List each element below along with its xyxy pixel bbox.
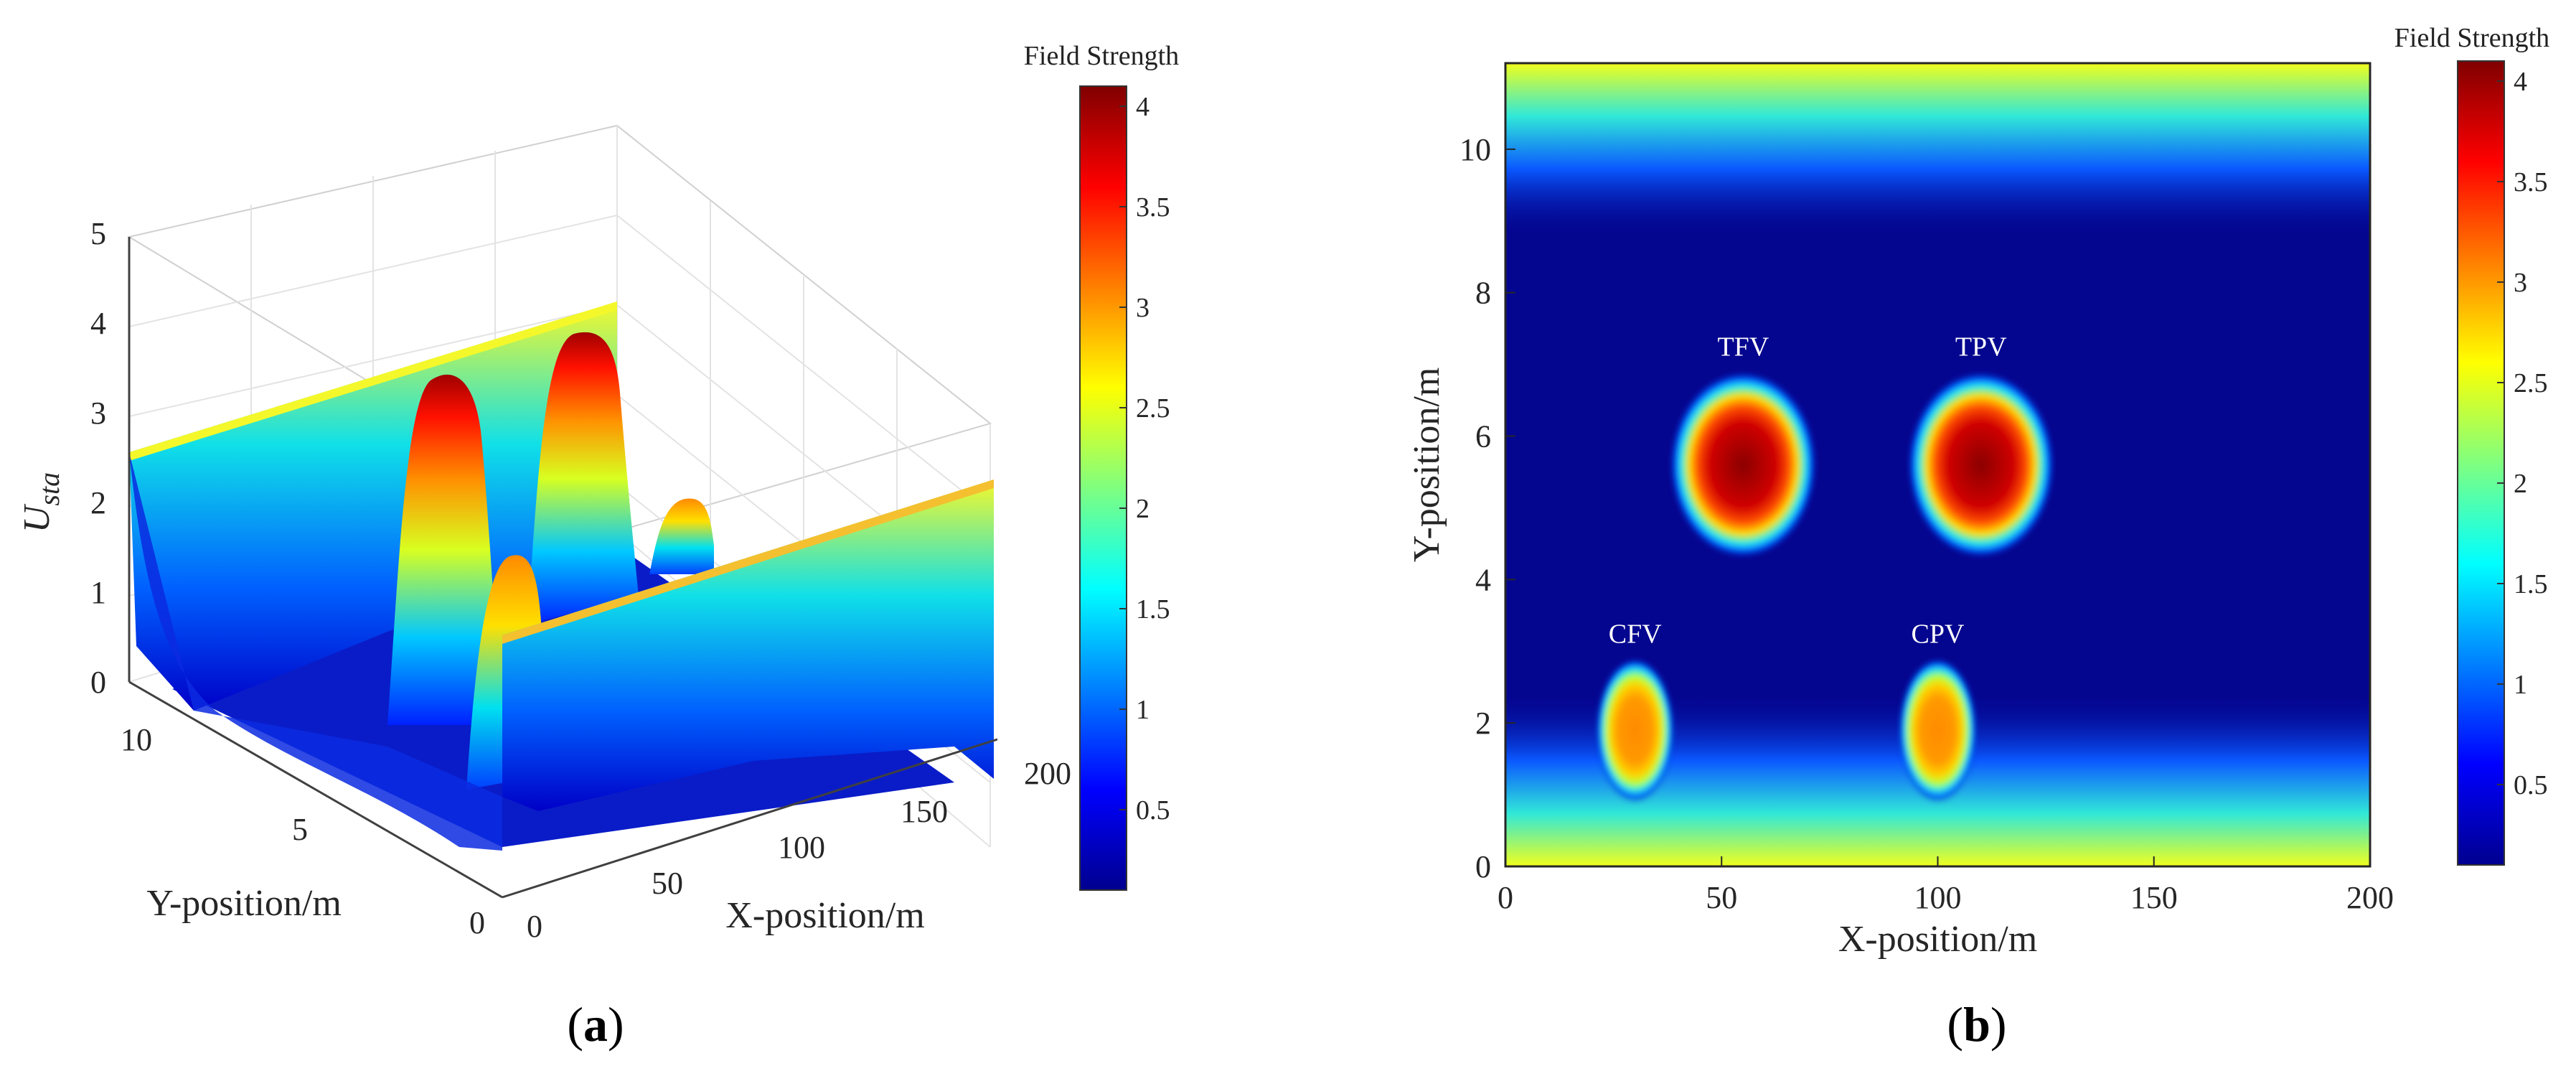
panel-a-front-wall <box>502 479 994 811</box>
panel-b-x-axis-label: X-position/m <box>1838 919 2037 960</box>
colorbar-tick-label: 4 <box>2514 67 2527 97</box>
panel-a-surface-plot: 0 1 2 3 4 5 Usta 0 5 10 Y-position/m 0 5… <box>17 41 1179 1052</box>
z-tick-label: 2 <box>90 485 106 520</box>
vehicle-label: CPV <box>1912 619 1965 649</box>
x-tick-label: 50 <box>652 866 683 901</box>
z-tick-label: 4 <box>90 306 106 341</box>
panel-a-label: (a) <box>567 997 624 1052</box>
x-tick-label: 100 <box>1914 880 1962 915</box>
colorbar-title: Field Strength <box>1024 41 1179 71</box>
colorbar-tick-label: 0.5 <box>2514 770 2548 800</box>
z-tick-label: 1 <box>90 575 106 610</box>
vehicle-label: TFV <box>1717 332 1769 362</box>
z-tick-label: 3 <box>90 396 106 431</box>
y-tick-label: 2 <box>1475 706 1491 741</box>
colorbar-title: Field Strength <box>2394 23 2549 53</box>
x-tick-label: 200 <box>1024 756 1071 791</box>
heatmap-vehicle-cpv <box>1899 658 1977 803</box>
panel-b-colorbar: Field Strength 0.5 1 1.5 2 2.5 3 3.5 4 <box>2394 23 2549 866</box>
panel-a-x-axis-label: X-position/m <box>725 895 924 936</box>
colorbar-gradient <box>1079 85 1127 891</box>
heatmap-vehicle-tfv <box>1669 371 1817 558</box>
heatmap-boundary-top <box>1505 63 2370 240</box>
colorbar-tick-label: 4 <box>1136 92 1150 122</box>
vehicle-label: TPV <box>1955 332 2007 362</box>
colorbar-tick-label: 3.5 <box>2514 167 2548 197</box>
panel-a-peak-tfv <box>387 374 502 725</box>
colorbar-tick-label: 2.5 <box>1136 393 1170 424</box>
y-tick-label: 4 <box>1475 562 1491 597</box>
panel-a-z-ticks: 0 1 2 3 4 5 <box>90 216 106 700</box>
panel-a-y-ticks: 0 5 10 <box>121 722 485 940</box>
z-tick-label: 5 <box>90 216 106 251</box>
y-tick-label: 6 <box>1475 419 1491 454</box>
x-tick-label: 200 <box>2346 880 2394 915</box>
y-tick-label: 0 <box>1475 849 1491 884</box>
colorbar-tick-label: 2.5 <box>2514 368 2548 398</box>
panel-a-peak-tpv <box>527 332 639 624</box>
x-tick-label: 150 <box>901 794 948 829</box>
colorbar-tick-label: 2 <box>1136 494 1150 524</box>
panel-b-label: (b) <box>1947 997 2006 1052</box>
x-tick-label: 100 <box>778 830 825 865</box>
colorbar-tick-label: 1 <box>1136 695 1150 725</box>
y-tick-label: 5 <box>292 812 308 847</box>
panel-b-y-axis-label: Y-position/m <box>1406 368 1447 563</box>
colorbar-tick-label: 3.5 <box>1136 192 1170 223</box>
z-tick-label: 0 <box>90 665 106 700</box>
y-tick-label: 0 <box>469 905 485 940</box>
x-tick-label: 0 <box>527 909 542 944</box>
panel-a-back-wall <box>129 301 617 711</box>
heatmap-plot-area: TFV TPV CFV CPV 0 50 100 150 200 0 2 4 6 8 10 X-positio… <box>1406 62 2394 960</box>
colorbar-tick-label: 1 <box>2514 670 2527 700</box>
panel-a-z-axis-label: Usta <box>17 472 65 533</box>
panel-a-y-axis-label: Y-position/m <box>146 883 342 924</box>
y-tick-label: 10 <box>121 722 152 757</box>
x-tick-label: 0 <box>1498 880 1513 915</box>
vehicle-label: CFV <box>1609 619 1662 649</box>
colorbar-tick-label: 0.5 <box>1136 795 1170 825</box>
heatmap-vehicle-tpv <box>1907 371 2055 558</box>
panel-b-heatmap: TFV TPV CFV CPV 0 50 100 150 200 0 2 4 6 8 10 X-positio… <box>1406 23 2549 1052</box>
x-tick-label: 150 <box>2130 880 2178 915</box>
colorbar-tick-label: 3 <box>2514 268 2527 298</box>
colorbar-tick-label: 1.5 <box>2514 569 2548 599</box>
panel-a-peak-cpv <box>649 498 714 574</box>
x-tick-label: 50 <box>1706 880 1737 915</box>
colorbar-tick-label: 2 <box>2514 469 2527 499</box>
colorbar-tick-label: 1.5 <box>1136 594 1170 624</box>
y-tick-label: 10 <box>1459 132 1491 167</box>
panel-a-x-ticks: 0 50 100 150 200 <box>527 756 1071 944</box>
y-tick-label: 8 <box>1475 276 1491 311</box>
colorbar-gradient <box>2457 60 2505 866</box>
panel-a-axes <box>128 237 998 899</box>
panel-a-colorbar: Field Strength 0.5 1 1.5 2 2.5 3 3.5 4 <box>1024 41 1179 891</box>
heatmap-vehicle-cfv <box>1596 658 1674 803</box>
colorbar-tick-label: 3 <box>1136 293 1150 323</box>
